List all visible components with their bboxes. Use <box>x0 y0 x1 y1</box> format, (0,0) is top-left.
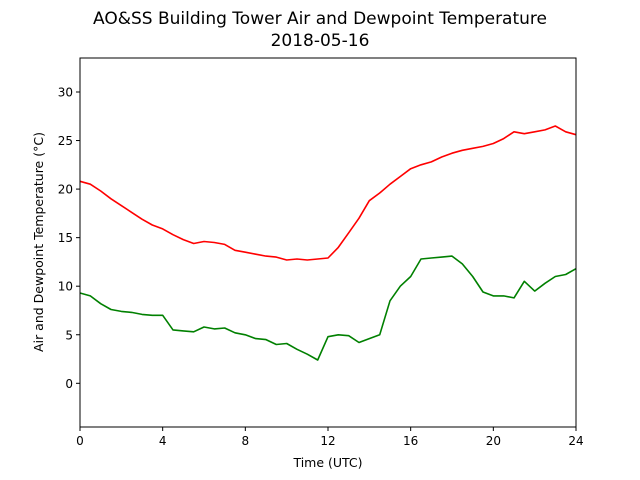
y-tick-label-4: 20 <box>58 183 73 197</box>
y-axis-ticks: 0 5 10 15 20 25 30 <box>58 85 80 391</box>
y-tick-label-3: 15 <box>58 231 73 245</box>
chart-title: AO&SS Building Tower Air and Dewpoint Te… <box>93 9 547 29</box>
series-line-1 <box>79 255 577 361</box>
x-axis-ticks: 0 4 8 12 16 20 24 <box>76 427 584 448</box>
x-tick-label-1: 4 <box>159 434 167 448</box>
x-tick-label-5: 20 <box>486 434 501 448</box>
x-tick-label-6: 24 <box>568 434 583 448</box>
plot-area-frame <box>79 57 577 428</box>
x-tick-label-0: 0 <box>76 434 84 448</box>
series-layer <box>79 125 577 361</box>
y-tick-label-1: 5 <box>65 328 73 342</box>
y-tick-label-6: 30 <box>58 85 73 99</box>
series-line-0 <box>79 125 577 261</box>
y-tick-label-0: 0 <box>65 377 73 391</box>
y-tick-label-5: 25 <box>58 134 73 148</box>
x-tick-label-4: 16 <box>403 434 418 448</box>
chart-subtitle: 2018-05-16 <box>271 31 370 51</box>
y-axis-label: Air and Dewpoint Temperature (°C) <box>31 132 46 352</box>
x-axis-label: Time (UTC) <box>292 455 362 470</box>
y-tick-label-2: 10 <box>58 280 73 294</box>
x-tick-label-2: 8 <box>242 434 250 448</box>
x-tick-label-3: 12 <box>320 434 335 448</box>
